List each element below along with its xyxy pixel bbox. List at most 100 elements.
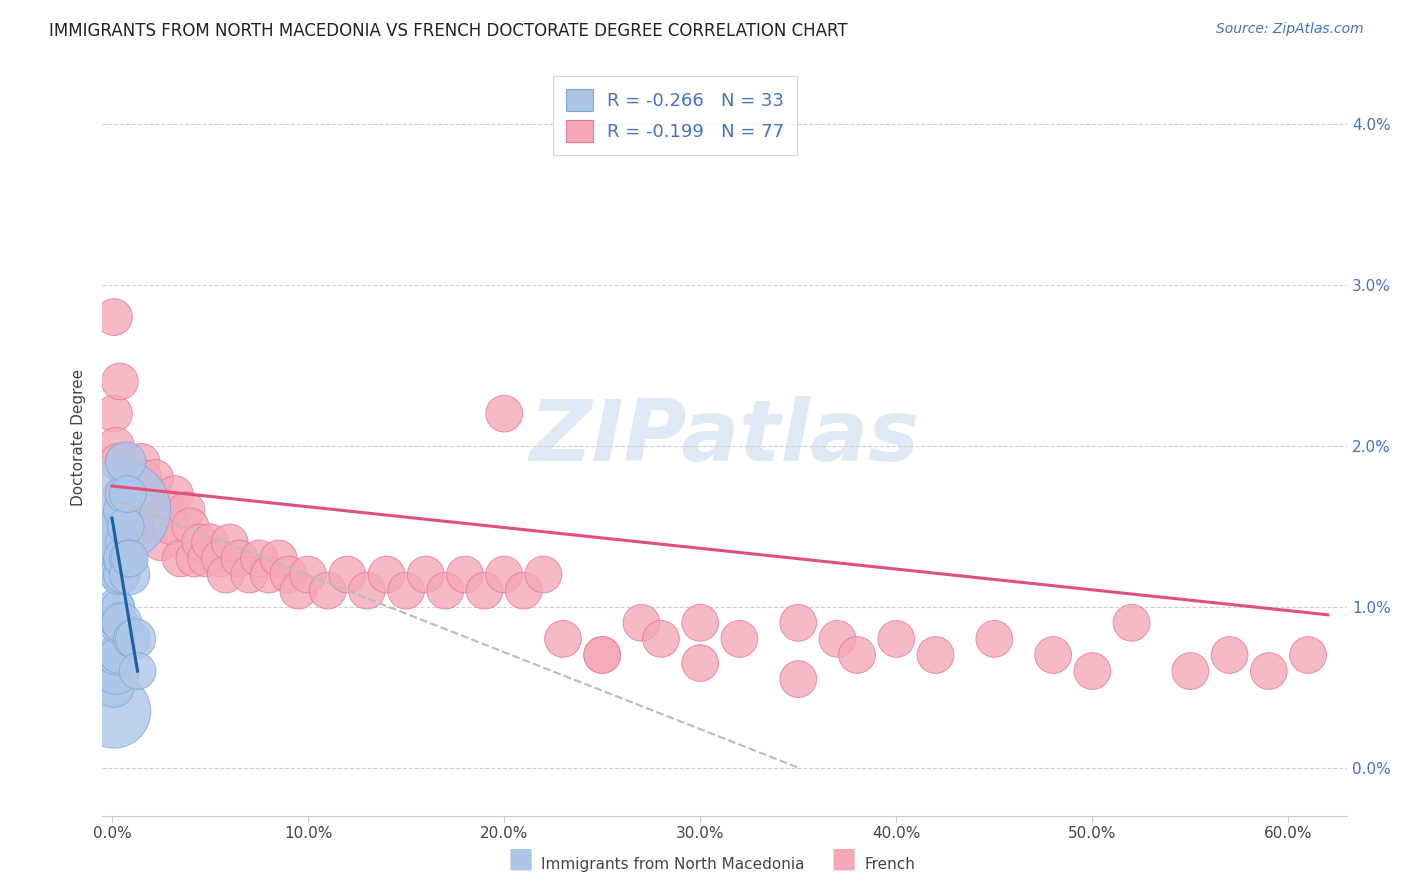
Point	[650, 632, 672, 646]
Point	[131, 455, 153, 469]
Point	[104, 648, 127, 662]
Point	[215, 567, 238, 582]
Point	[1180, 664, 1202, 678]
Point	[117, 471, 139, 485]
Y-axis label: Doctorate Degree: Doctorate Degree	[72, 369, 86, 507]
Point	[238, 567, 260, 582]
Text: ■: ■	[831, 845, 856, 872]
Point	[111, 535, 134, 549]
Point	[117, 487, 139, 501]
Point	[160, 519, 183, 533]
Point	[316, 583, 339, 598]
Point	[156, 503, 179, 517]
Point	[108, 567, 131, 582]
Point	[630, 615, 652, 630]
Point	[107, 648, 129, 662]
Point	[117, 551, 139, 566]
Point	[107, 551, 129, 566]
Point	[1296, 648, 1319, 662]
Point	[474, 583, 496, 598]
Point	[127, 519, 149, 533]
Point	[247, 551, 270, 566]
Point	[454, 567, 477, 582]
Point	[531, 567, 554, 582]
Point	[924, 648, 946, 662]
Point	[846, 648, 869, 662]
Point	[127, 664, 149, 678]
Point	[114, 519, 136, 533]
Legend: R = -0.266   N = 33, R = -0.199   N = 77: R = -0.266 N = 33, R = -0.199 N = 77	[553, 76, 797, 154]
Point	[287, 583, 309, 598]
Point	[591, 648, 613, 662]
Point	[103, 310, 125, 324]
Point	[1257, 664, 1279, 678]
Point	[136, 519, 159, 533]
Point	[108, 551, 131, 566]
Point	[297, 567, 319, 582]
Point	[118, 567, 141, 582]
Point	[132, 471, 155, 485]
Point	[434, 583, 457, 598]
Point	[114, 503, 136, 517]
Point	[103, 680, 125, 694]
Point	[104, 535, 127, 549]
Point	[107, 455, 129, 469]
Point	[551, 632, 574, 646]
Point	[104, 599, 127, 614]
Point	[103, 704, 125, 718]
Text: IMMIGRANTS FROM NORTH MACEDONIA VS FRENCH DOCTORATE DEGREE CORRELATION CHART: IMMIGRANTS FROM NORTH MACEDONIA VS FRENC…	[49, 22, 848, 40]
Point	[179, 519, 201, 533]
Point	[112, 551, 135, 566]
Point	[375, 567, 398, 582]
Point	[108, 375, 131, 389]
Point	[787, 672, 810, 686]
Point	[689, 656, 711, 670]
Point	[121, 632, 143, 646]
Point	[218, 535, 240, 549]
Point	[176, 503, 198, 517]
Point	[122, 503, 145, 517]
Point	[141, 487, 163, 501]
Point	[983, 632, 1005, 646]
Point	[494, 407, 516, 421]
Point	[257, 567, 280, 582]
Point	[104, 664, 127, 678]
Point	[1042, 648, 1064, 662]
Point	[591, 648, 613, 662]
Point	[163, 487, 186, 501]
Text: ■: ■	[508, 845, 533, 872]
Point	[150, 535, 173, 549]
Point	[103, 648, 125, 662]
Point	[395, 583, 418, 598]
Point	[1121, 615, 1143, 630]
Point	[103, 407, 125, 421]
Point	[118, 551, 141, 566]
Point	[104, 615, 127, 630]
Point	[111, 567, 134, 582]
Point	[884, 632, 907, 646]
Point	[277, 567, 299, 582]
Point	[195, 551, 218, 566]
Point	[134, 503, 156, 517]
Point	[114, 455, 136, 469]
Point	[111, 615, 134, 630]
Point	[228, 551, 250, 566]
Point	[104, 439, 127, 453]
Point	[198, 535, 221, 549]
Point	[108, 615, 131, 630]
Text: Source: ZipAtlas.com: Source: ZipAtlas.com	[1216, 22, 1364, 37]
Point	[689, 615, 711, 630]
Point	[118, 519, 141, 533]
Point	[124, 632, 146, 646]
Point	[183, 551, 205, 566]
Point	[188, 535, 211, 549]
Text: Immigrants from North Macedonia: Immigrants from North Macedonia	[541, 857, 804, 872]
Point	[169, 551, 191, 566]
Point	[108, 503, 131, 517]
Point	[356, 583, 378, 598]
Point	[415, 567, 437, 582]
Point	[494, 567, 516, 582]
Point	[111, 487, 134, 501]
Point	[112, 455, 135, 469]
Point	[336, 567, 359, 582]
